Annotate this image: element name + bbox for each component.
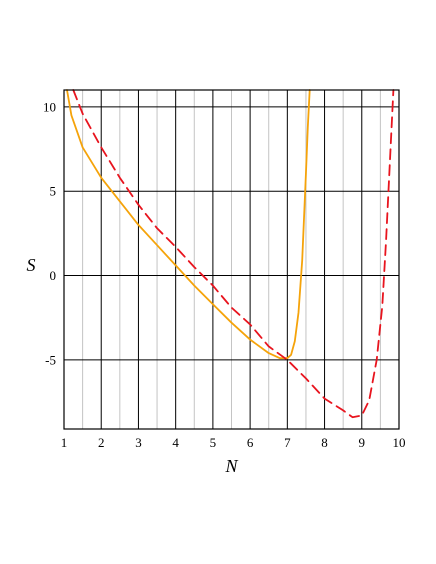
y-tick-label: 10 [43, 99, 56, 114]
series-line-2 [72, 89, 395, 419]
major-grid [63, 90, 400, 429]
x-tick-label: 7 [284, 435, 291, 450]
y-tick-label: 5 [50, 184, 57, 199]
x-tick-label: 5 [210, 435, 217, 450]
x-tick-label: 2 [98, 435, 105, 450]
x-tick-label: 9 [359, 435, 366, 450]
series-line-1 [66, 89, 311, 360]
y-tick-label: 0 [50, 268, 57, 283]
x-tick-labels: 1 2 3 4 5 6 7 8 9 10 [61, 435, 406, 450]
minor-grid [82, 90, 381, 429]
x-axis-label: N [224, 456, 238, 476]
plot-frame [63, 89, 400, 430]
y-tick-labels: -5 0 5 10 [43, 99, 56, 367]
x-tick-label: 3 [135, 435, 142, 450]
x-tick-label: 1 [61, 435, 68, 450]
x-tick-label: 4 [172, 435, 179, 450]
y-tick-label: -5 [45, 352, 56, 367]
y-axis-label: S [27, 255, 36, 275]
x-tick-label: 6 [247, 435, 254, 450]
x-tick-label: 8 [321, 435, 328, 450]
x-tick-label: 10 [393, 435, 406, 450]
series-layer [66, 89, 395, 419]
